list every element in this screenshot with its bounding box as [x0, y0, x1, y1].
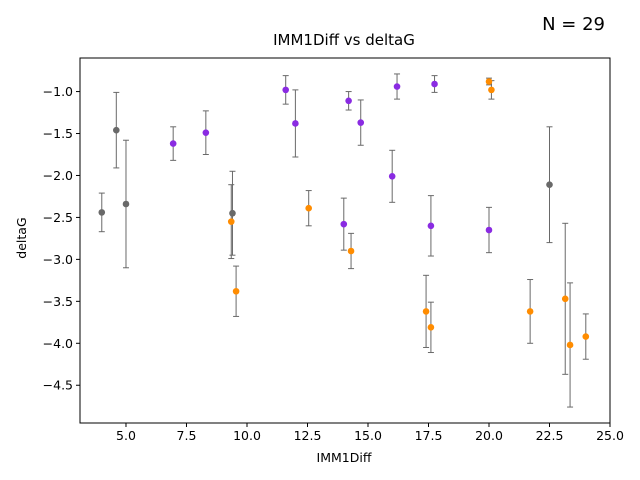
y-tick-label: −4.5: [43, 378, 73, 393]
plot-frame: [79, 57, 611, 424]
data-point: [393, 83, 401, 90]
data-point: [340, 220, 348, 228]
data-point: [561, 295, 569, 303]
y-tick-label: −3.5: [43, 294, 73, 309]
plot-area: 5.0 7.5 10.0 12.5 15.0 17.5 20.0 22.5 25.0 −1.0 −1…: [43, 57, 624, 443]
x-tick-label: 5.0: [116, 428, 136, 443]
y-tick-label: −4.0: [43, 336, 73, 351]
data-point: [202, 129, 210, 136]
x-tick-label: 15.0: [354, 428, 382, 443]
x-tick-label: 12.5: [294, 428, 322, 443]
data-point: [582, 333, 590, 340]
data-point: [431, 80, 438, 88]
x-axis-label: IMM1Diff: [317, 450, 372, 465]
data-point: [122, 200, 130, 208]
x-tick-label: 17.5: [415, 428, 443, 443]
data-point: [422, 308, 430, 315]
data-point: [98, 209, 106, 216]
x-tick-label: 20.0: [475, 428, 503, 443]
data-point: [485, 78, 493, 85]
y-tick-label: −3.0: [43, 252, 73, 267]
y-tick-label: −2.0: [43, 168, 73, 183]
x-tick-label: 25.0: [596, 428, 624, 443]
data-point: [345, 97, 352, 105]
y-tick-label: −1.0: [43, 84, 73, 99]
data-point: [388, 173, 396, 180]
x-tick-label: 22.5: [536, 428, 564, 443]
data-point: [169, 140, 177, 147]
y-tick-label: −2.5: [43, 210, 73, 225]
data-point: [485, 226, 493, 234]
data-point: [347, 247, 355, 255]
n-count-annotation: N = 29: [542, 14, 605, 35]
data-point: [427, 222, 435, 230]
data-point: [227, 218, 235, 225]
data-point: [305, 204, 312, 212]
y-axis-label: deltaG: [14, 217, 29, 258]
data-point: [232, 287, 240, 295]
x-tick-label: 10.0: [233, 428, 261, 443]
y-tick-label: −1.5: [43, 126, 73, 141]
data-point: [229, 209, 236, 217]
data-point: [488, 86, 495, 94]
chart-title: IMM1Diff vs deltaG: [273, 31, 415, 49]
data-point: [566, 341, 574, 349]
data-point: [282, 86, 290, 94]
data-point: [526, 308, 534, 315]
data-point: [546, 181, 553, 189]
data-point: [357, 119, 365, 126]
x-tick-label: 7.5: [177, 428, 197, 443]
data-point: [113, 126, 120, 134]
data-point: [427, 324, 435, 331]
data-point: [292, 120, 299, 127]
